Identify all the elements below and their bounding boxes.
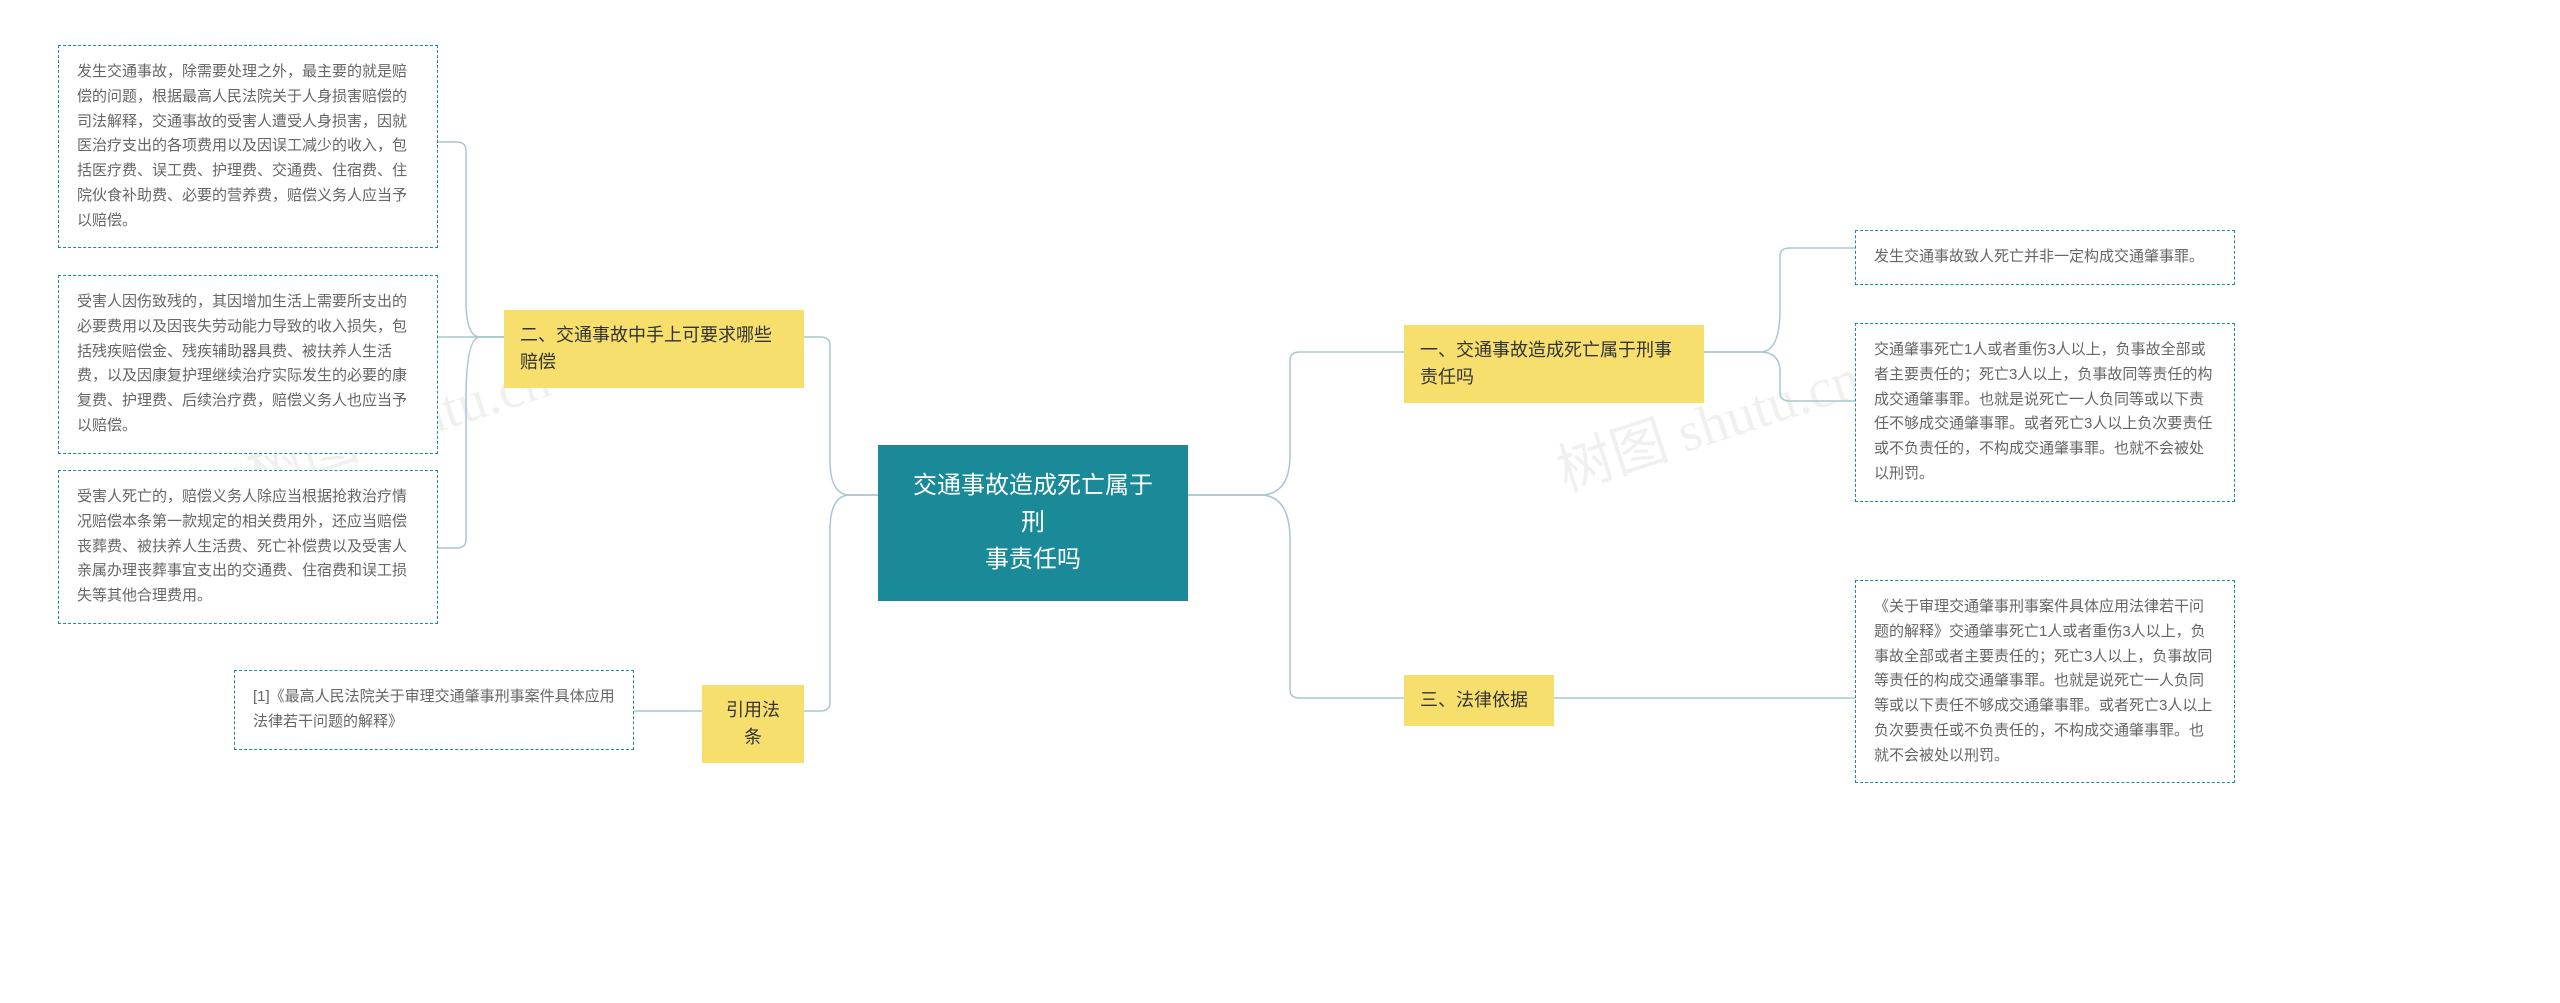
branch-2-leaf-1[interactable]: 受害人因伤致残的，其因增加生活上需要所支出的必要费用以及因丧失劳动能力导致的收入… (58, 275, 438, 454)
leaf-text: 受害人死亡的，赔偿义务人除应当根据抢救治疗情况赔偿本条第一款规定的相关费用外，还… (77, 488, 407, 604)
branch-4[interactable]: 引用法条 (702, 685, 804, 763)
branch-1-leaf-0[interactable]: 发生交通事故致人死亡并非一定构成交通肇事罪。 (1855, 230, 2235, 285)
branch-1-label: 一、交通事故造成死亡属于刑事责任吗 (1420, 340, 1672, 387)
leaf-text: 受害人因伤致残的，其因增加生活上需要所支出的必要费用以及因丧失劳动能力导致的收入… (77, 293, 407, 434)
branch-3[interactable]: 三、法律依据 (1404, 675, 1554, 726)
branch-3-label: 三、法律依据 (1420, 690, 1528, 710)
leaf-text: 发生交通事故致人死亡并非一定构成交通肇事罪。 (1874, 248, 2204, 265)
branch-2-leaf-2[interactable]: 受害人死亡的，赔偿义务人除应当根据抢救治疗情况赔偿本条第一款规定的相关费用外，还… (58, 470, 438, 624)
branch-2-label: 二、交通事故中手上可要求哪些赔偿 (520, 325, 772, 372)
leaf-text: 《关于审理交通肇事刑事案件具体应用法律若干问题的解释》交通肇事死亡1人或者重伤3… (1874, 598, 2212, 764)
branch-1-leaf-1[interactable]: 交通肇事死亡1人或者重伤3人以上，负事故全部或者主要责任的；死亡3人以上，负事故… (1855, 323, 2235, 502)
branch-3-leaf-0[interactable]: 《关于审理交通肇事刑事案件具体应用法律若干问题的解释》交通肇事死亡1人或者重伤3… (1855, 580, 2235, 783)
center-text: 交通事故造成死亡属于刑 事责任吗 (913, 472, 1153, 573)
branch-1[interactable]: 一、交通事故造成死亡属于刑事责任吗 (1404, 325, 1704, 403)
leaf-text: 交通肇事死亡1人或者重伤3人以上，负事故全部或者主要责任的；死亡3人以上，负事故… (1874, 341, 2212, 482)
center-node[interactable]: 交通事故造成死亡属于刑 事责任吗 (878, 445, 1188, 601)
leaf-text: 发生交通事故，除需要处理之外，最主要的就是赔偿的问题，根据最高人民法院关于人身损… (77, 63, 407, 229)
branch-2[interactable]: 二、交通事故中手上可要求哪些赔偿 (504, 310, 804, 388)
branch-2-leaf-0[interactable]: 发生交通事故，除需要处理之外，最主要的就是赔偿的问题，根据最高人民法院关于人身损… (58, 45, 438, 248)
leaf-text: [1]《最高人民法院关于审理交通肇事刑事案件具体应用法律若干问题的解释》 (253, 688, 615, 730)
branch-4-label: 引用法条 (726, 700, 780, 747)
branch-4-leaf-0[interactable]: [1]《最高人民法院关于审理交通肇事刑事案件具体应用法律若干问题的解释》 (234, 670, 634, 750)
